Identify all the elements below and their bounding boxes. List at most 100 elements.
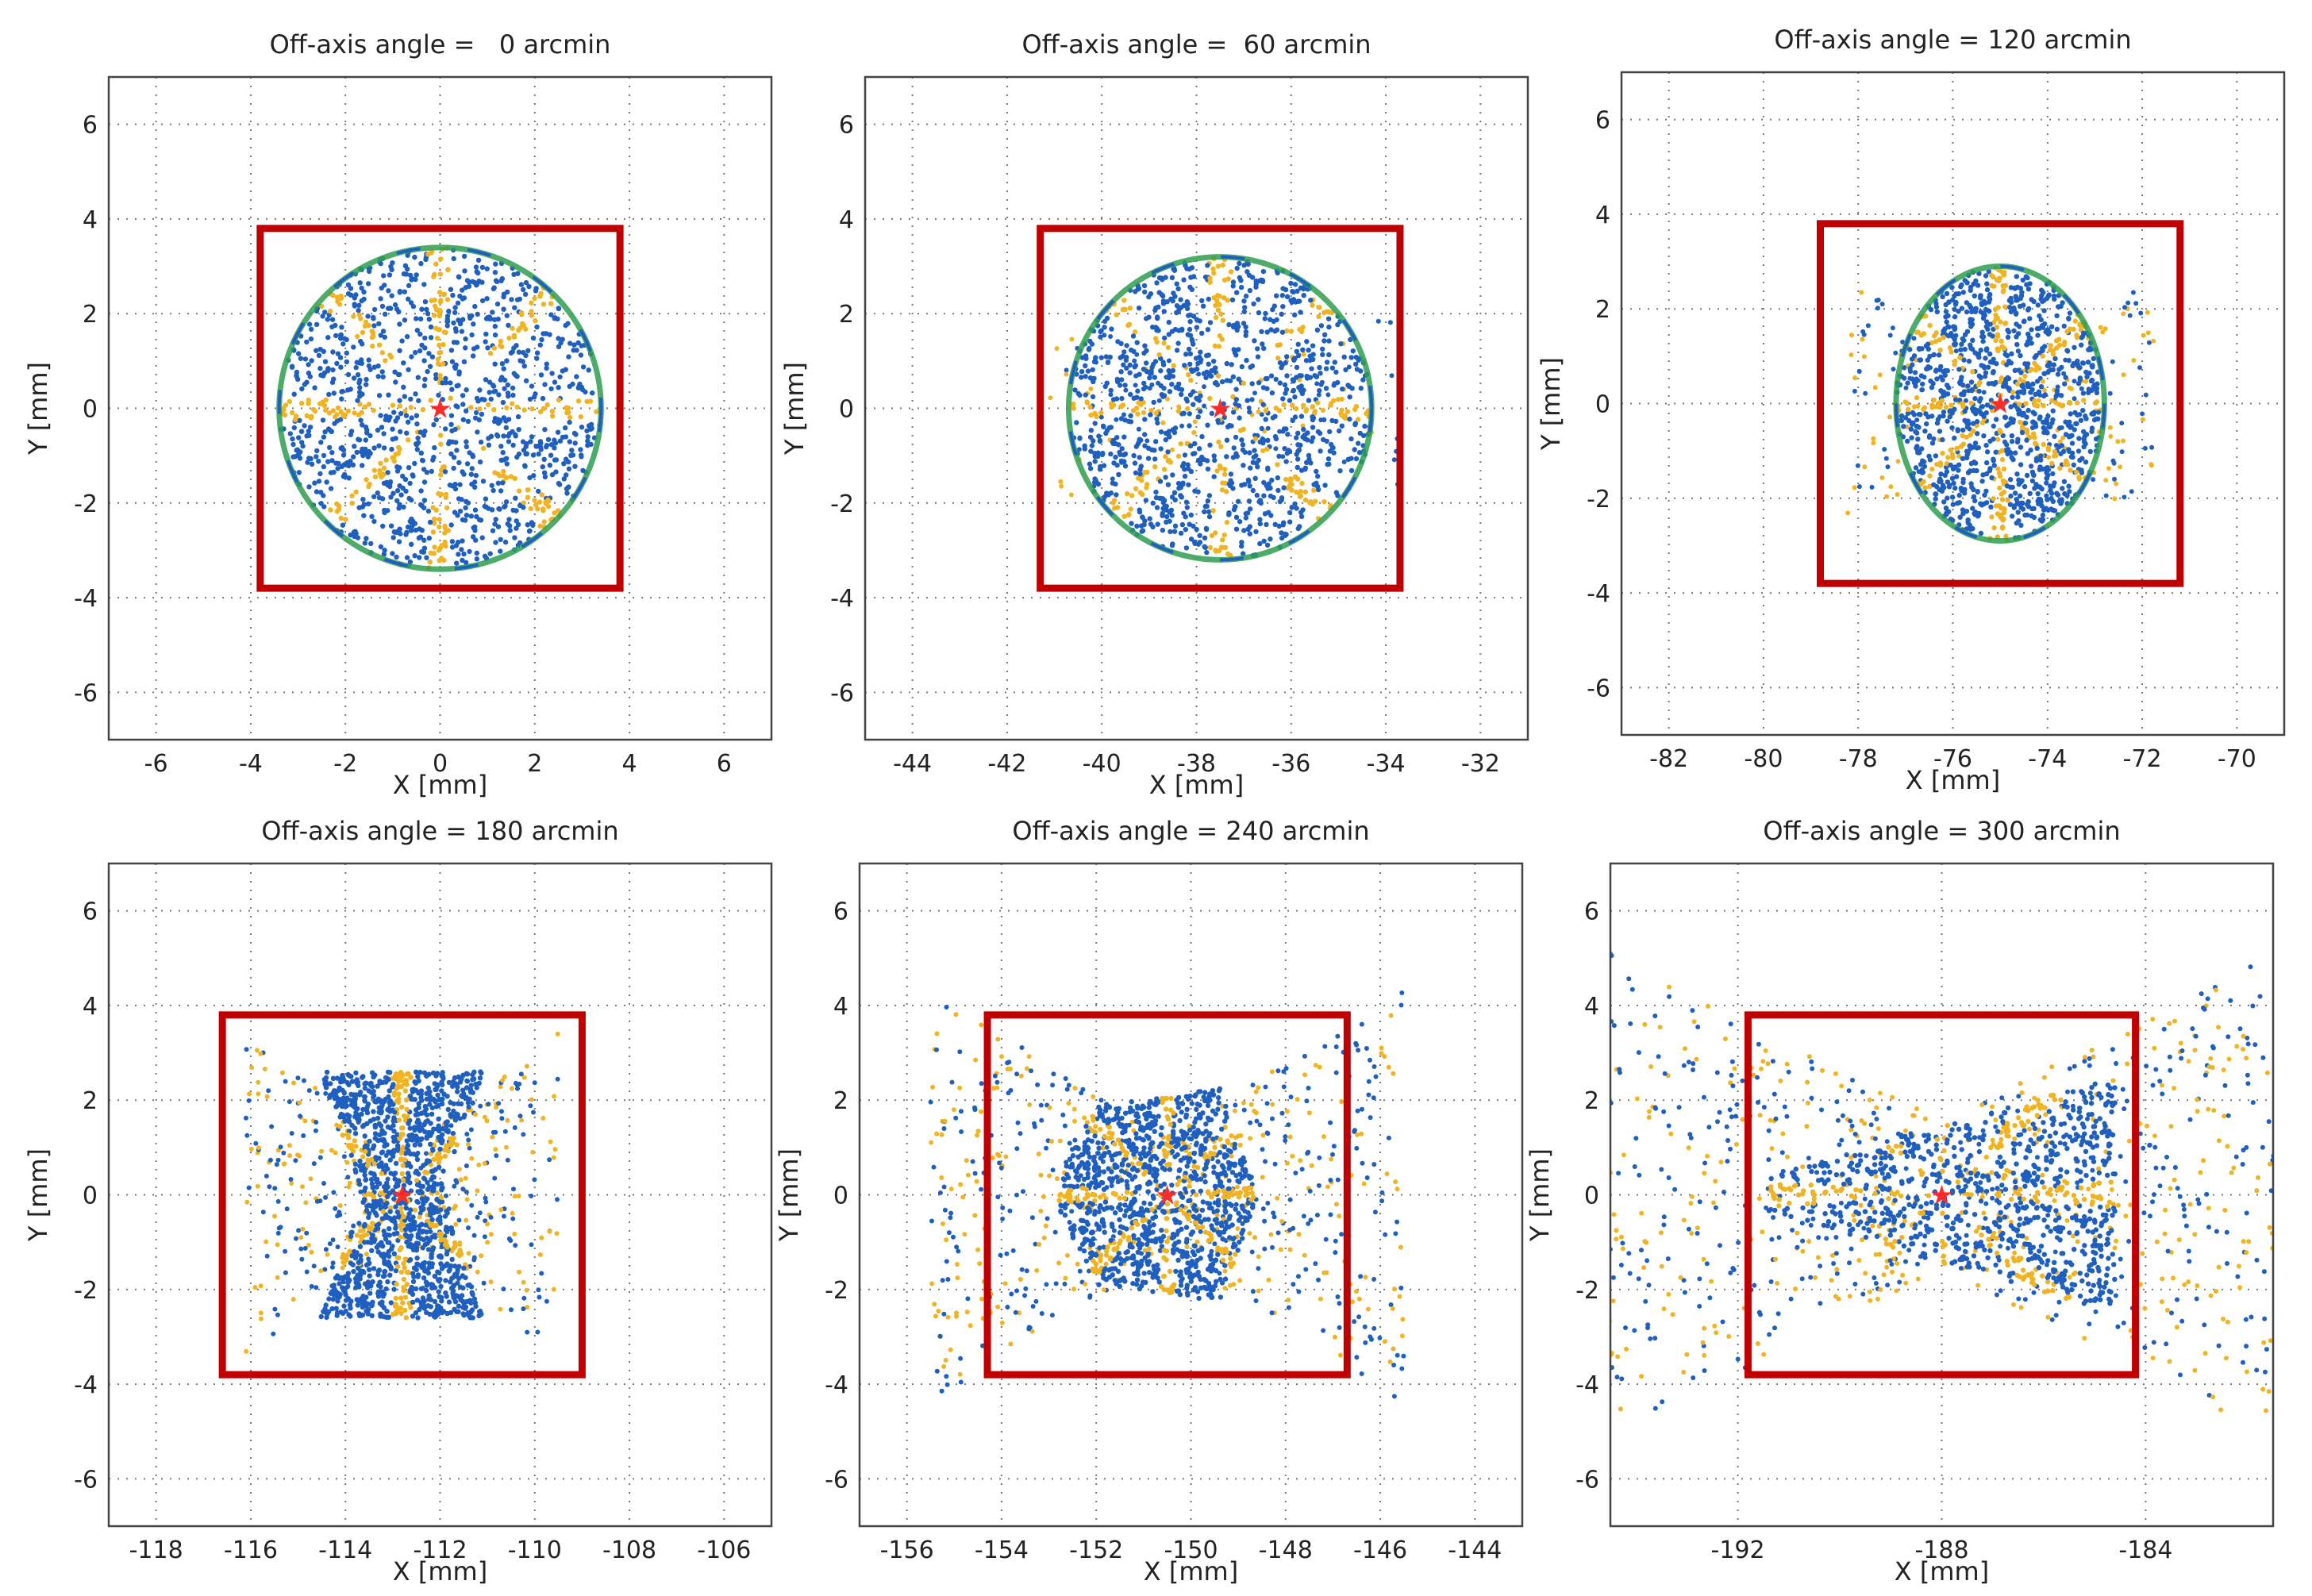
- spot-point: [1243, 333, 1248, 338]
- spot-point: [2025, 287, 2032, 292]
- halo-point-blue: [525, 1329, 530, 1335]
- spoke-point: [2032, 435, 2037, 440]
- spot-point: [1199, 330, 1205, 337]
- spot-point: [1938, 363, 1944, 370]
- spoke-point: [1998, 429, 2003, 435]
- spot-point: [1952, 302, 1959, 307]
- spot-point: [348, 286, 354, 291]
- spoke-point: [506, 335, 512, 341]
- spoke-point: [2074, 333, 2079, 338]
- spot-point: [1965, 383, 1971, 389]
- spoke-point: [437, 558, 442, 563]
- spoke-point: [2062, 339, 2068, 345]
- spot-point: [1991, 370, 1996, 375]
- spot-point: [2072, 344, 2077, 350]
- spot-point: [1230, 374, 1237, 379]
- spot-point: [578, 352, 584, 358]
- spot-point: [348, 1091, 354, 1098]
- spot-point: [1147, 375, 1152, 381]
- spot-point: [2034, 379, 2041, 384]
- spot-point: [1925, 357, 1930, 363]
- spot-point: [567, 340, 573, 346]
- spot-point: [522, 291, 529, 298]
- spot-point: [414, 1267, 419, 1273]
- spot-point: [1247, 287, 1253, 294]
- spoke-point: [1223, 489, 1229, 494]
- spoke-point: [1175, 408, 1182, 414]
- spoke-point: [1148, 408, 1154, 413]
- halo-point-gold: [490, 1134, 495, 1140]
- spot-point: [1122, 463, 1129, 469]
- spoke-point: [519, 321, 525, 326]
- spoke-point: [539, 492, 544, 498]
- halo-point-blue: [1856, 484, 1862, 490]
- spoke-point: [441, 464, 447, 470]
- spot-point: [360, 391, 365, 397]
- spoke-point: [431, 1156, 437, 1163]
- spot-point: [1256, 297, 1261, 302]
- red-box: [1817, 220, 2184, 587]
- spot-point: [2050, 417, 2056, 423]
- spot-point: [406, 367, 411, 372]
- spot-point: [314, 321, 320, 327]
- halo-point-blue: [2122, 305, 2127, 310]
- spot-point: [321, 463, 326, 470]
- spot-point: [1169, 275, 1175, 280]
- spoke-point: [2031, 431, 2037, 436]
- spot-point: [1174, 348, 1180, 353]
- spot-point: [505, 289, 510, 295]
- spot-point: [1187, 333, 1194, 338]
- spot-point: [1262, 511, 1268, 517]
- halo-point-blue: [2091, 477, 2096, 483]
- spot-point: [421, 545, 428, 551]
- x-tick-label: -42: [987, 750, 1026, 778]
- spot-point: [1245, 477, 1252, 483]
- halo-point-blue: [244, 1047, 249, 1052]
- spot-point: [314, 489, 320, 494]
- spoke-point: [437, 472, 444, 478]
- spoke-point: [1125, 322, 1131, 329]
- spot-point: [467, 450, 472, 456]
- spot-point: [1125, 418, 1132, 425]
- spot-point: [371, 1266, 377, 1271]
- halo-point-blue: [1252, 390, 1257, 396]
- spot-point: [1983, 471, 1990, 477]
- spot-point: [393, 1204, 398, 1209]
- spot-point: [1305, 437, 1310, 443]
- halo-point-gold: [264, 1239, 269, 1244]
- spot-point: [380, 523, 386, 529]
- spot-point: [1241, 463, 1246, 468]
- spot-point: [1248, 465, 1253, 471]
- spot-point: [2055, 371, 2061, 377]
- spot-point: [1972, 460, 1979, 466]
- spot-point: [2007, 304, 2013, 310]
- spot-point: [422, 299, 429, 305]
- spot-point: [426, 317, 432, 322]
- halo-point-blue: [385, 1176, 390, 1182]
- spot-point: [1152, 448, 1157, 453]
- spot-point: [506, 417, 512, 422]
- spoke-point: [445, 267, 451, 272]
- halo-point-blue: [481, 1280, 487, 1286]
- spot-point: [1091, 438, 1096, 444]
- spot-point: [355, 372, 361, 378]
- spot-point: [1163, 430, 1169, 436]
- halo-point-gold: [485, 1240, 490, 1245]
- spot-point: [422, 335, 428, 341]
- spot-point: [1905, 410, 1911, 416]
- spot-point: [1983, 273, 1989, 279]
- spot-point: [474, 550, 479, 556]
- spot-point: [1938, 471, 1944, 477]
- spot-point: [1194, 317, 1200, 322]
- spot-point: [1933, 491, 1939, 497]
- spoke-point: [1171, 363, 1176, 368]
- spot-point: [1198, 409, 1203, 414]
- spot-point: [548, 452, 554, 458]
- spot-point: [1929, 385, 1935, 390]
- spot-point: [2028, 447, 2033, 453]
- spot-point: [1114, 396, 1120, 402]
- spot-point: [553, 469, 559, 475]
- spot-point: [318, 501, 324, 506]
- spot-point: [325, 335, 331, 340]
- spot-point: [1113, 454, 1118, 460]
